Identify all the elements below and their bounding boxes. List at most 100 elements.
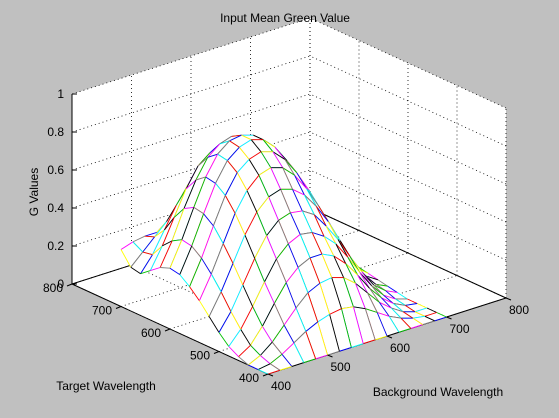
surface-patch <box>205 154 228 184</box>
surface-edge <box>278 220 289 245</box>
surface-patch <box>305 322 328 359</box>
surface-edge <box>217 140 230 155</box>
surface-edge <box>248 151 262 160</box>
surface-edge <box>300 232 313 235</box>
surface-patch <box>249 151 271 176</box>
surface-edge <box>278 212 291 221</box>
surface-edge <box>283 307 297 326</box>
surface-edge <box>161 217 175 247</box>
z-axis-label: G Values <box>27 168 41 216</box>
surface-edge <box>304 194 317 207</box>
surface-edge <box>203 183 216 214</box>
surface-patch <box>130 252 153 274</box>
surface-edge <box>367 292 380 303</box>
x-tick-label: 700 <box>449 322 469 336</box>
surface-edge <box>222 243 234 264</box>
surface-patch <box>189 258 212 301</box>
surface-edge <box>242 284 254 307</box>
surface-edge <box>215 160 228 184</box>
surface-edge <box>271 341 283 355</box>
surface-edge <box>352 306 364 344</box>
surface-patch <box>367 292 390 317</box>
surface-patch <box>373 285 396 299</box>
surface-edge <box>294 174 307 189</box>
surface-edge <box>301 210 313 233</box>
surface-edge <box>297 257 311 268</box>
surface-patch <box>247 175 269 213</box>
surface-edge <box>335 243 347 264</box>
surface-edge <box>303 358 316 364</box>
surface-edge <box>374 335 388 341</box>
surface-patch <box>401 318 423 329</box>
surface-edge <box>295 292 309 309</box>
surface-patch <box>199 274 222 317</box>
surface-edge <box>238 344 251 358</box>
surface-edge <box>171 208 185 242</box>
surface-patch <box>335 243 358 275</box>
surface-edge <box>345 263 356 284</box>
surface-edge <box>343 277 354 307</box>
surface-patch <box>357 275 380 303</box>
surface-patch <box>263 139 285 160</box>
x-tick-mark <box>446 316 452 320</box>
surface-edge <box>363 339 376 345</box>
surface-edge <box>305 331 317 359</box>
surface-patch <box>162 208 184 246</box>
surface-edge <box>164 217 175 231</box>
surface-patch <box>144 221 167 237</box>
surface-patch <box>381 297 404 312</box>
surface-edge <box>191 245 202 259</box>
surface-edge <box>236 172 248 191</box>
surface-edge <box>268 196 279 221</box>
surface-edge <box>341 306 354 310</box>
surface-edge <box>323 236 335 257</box>
surface-patch <box>319 277 342 315</box>
surface-edge <box>256 211 268 236</box>
surface-edge <box>309 257 321 284</box>
surface-edge <box>231 134 242 137</box>
surface-edge <box>198 273 212 301</box>
chart-title: Input Mean Green Value <box>220 11 350 25</box>
surface-edge <box>236 159 250 174</box>
surface-edge <box>205 153 218 178</box>
surface-patch <box>239 139 261 160</box>
surface-patch <box>272 151 295 176</box>
surface-patch <box>186 157 208 189</box>
surface-patch <box>353 306 376 344</box>
surface-edge <box>230 311 242 330</box>
surface-edge <box>238 147 250 160</box>
surface-patch <box>242 258 265 307</box>
surface-edge <box>327 350 340 356</box>
surface-patch <box>172 207 194 241</box>
surface-edge <box>173 208 185 218</box>
surface-edge <box>284 159 298 174</box>
surface-edge <box>306 188 317 207</box>
surface-patch <box>280 189 303 213</box>
surface-edge <box>210 273 222 293</box>
surface-edge <box>259 341 273 356</box>
surface-edge <box>393 303 404 313</box>
surface-edge <box>140 254 153 274</box>
surface-edge <box>215 183 226 196</box>
surface-edge <box>333 255 346 264</box>
surface-patch <box>207 140 230 158</box>
surface-patch <box>181 207 204 247</box>
surface-edge <box>203 213 214 227</box>
surface-edge <box>388 316 400 333</box>
y-tick-mark <box>262 373 269 377</box>
y-tick-mark <box>115 306 122 309</box>
surface-edge <box>359 272 372 287</box>
surface-patch <box>235 190 257 235</box>
surface-patch <box>343 277 366 309</box>
surface-edge <box>260 151 272 168</box>
surface-patch <box>355 283 378 313</box>
surface-edge <box>246 190 258 213</box>
surface-patch <box>174 180 196 218</box>
x-tick-label: 600 <box>390 341 410 355</box>
y-tick-label: 400 <box>239 371 259 385</box>
surface-edge <box>228 329 242 347</box>
surface-edge <box>269 363 281 371</box>
surface-edge <box>309 253 323 259</box>
surface-patch <box>375 284 398 293</box>
surface-edge <box>199 300 210 317</box>
